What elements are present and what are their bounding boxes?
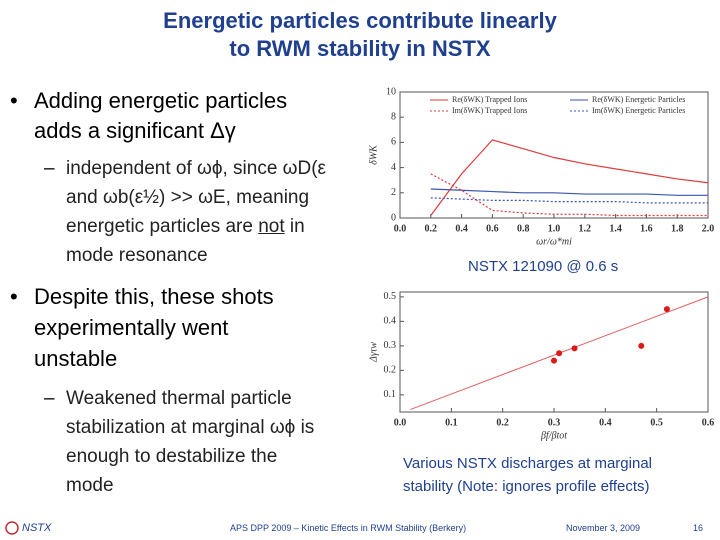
point [571, 345, 578, 352]
sub-bullet: independent of ωϕ, since ωD(ε [66, 158, 327, 179]
sub-dash: – [44, 388, 55, 409]
caption: NSTX 121090 @ 0.6 s [468, 258, 619, 275]
y-tick-label: 6 [391, 137, 396, 148]
y-tick-label: 0.5 [384, 291, 397, 302]
x-tick-label: 1.4 [609, 223, 622, 234]
logo-icon [5, 521, 19, 535]
bullet: unstable [34, 346, 118, 371]
line [430, 197, 708, 204]
bullet: Despite this, these shots [34, 284, 274, 309]
y-axis-label: Δγτw [368, 342, 379, 363]
legend-label: Re(δWK) Trapped Ions [452, 95, 527, 104]
x-tick-label: 0.0 [394, 223, 407, 234]
legend-label: Im(δWK) Energetic Particles [592, 106, 685, 115]
y-tick-label: 0 [391, 212, 396, 223]
x-tick-label: 0.2 [496, 417, 509, 428]
text: energetic particles are [66, 216, 259, 237]
line [430, 188, 708, 196]
x-tick-label: 0.5 [650, 417, 663, 428]
sub-bullet: energetic particles are not in [66, 216, 305, 238]
line [430, 139, 709, 216]
y-tick-label: 0.3 [384, 340, 397, 351]
footer-logo: NSTX [22, 522, 52, 534]
point [663, 306, 670, 313]
bullet-dot: • [10, 284, 18, 309]
x-tick-label: 0.8 [517, 223, 530, 234]
caption: Various NSTX discharges at marginal [403, 455, 652, 472]
bullet: Adding energetic particles [34, 88, 288, 113]
footer-text: APS DPP 2009 – Kinetic Effects in RWM St… [230, 523, 467, 533]
x-tick-label: 0.3 [548, 417, 561, 428]
x-tick-label: 1.8 [671, 223, 684, 234]
sub-bullet: stabilization at marginal ωϕ is [66, 417, 315, 438]
sub-bullet: mode [66, 475, 114, 496]
sub-bullet: Weakened thermal particle [66, 388, 292, 409]
x-tick-label: 0.1 [445, 417, 458, 428]
point [638, 342, 645, 349]
sub-bullet: mode resonance [66, 245, 208, 266]
legend-label: Re(δWK) Energetic Particles [592, 95, 685, 104]
legend-label: Im(δWK) Trapped Ions [452, 106, 527, 115]
text: not [258, 216, 285, 237]
y-tick-label: 8 [391, 111, 396, 122]
x-tick-label: 0.4 [455, 223, 468, 234]
x-tick-label: 1.0 [548, 223, 561, 234]
footer-date: November 3, 2009 [566, 523, 641, 533]
x-tick-label: 0.6 [702, 417, 715, 428]
x-axis-label: ωr/ω*mi [536, 236, 572, 247]
x-tick-label: 1.6 [640, 223, 653, 234]
sub-dash: – [44, 158, 55, 179]
y-tick-label: 0.2 [384, 365, 397, 376]
y-tick-label: 10 [386, 86, 396, 97]
y-tick-label: 0.4 [384, 316, 397, 327]
line [430, 173, 708, 217]
x-axis-label: βf/βtot [540, 430, 567, 441]
x-tick-label: 0.6 [486, 223, 499, 234]
bullet: adds a significant Δγ [34, 118, 236, 143]
sub-bullet: enough to destabilize the [66, 446, 278, 467]
x-tick-label: 0.4 [599, 417, 612, 428]
caption: stability (Note: ignores profile effects… [403, 478, 650, 495]
title: to RWM stability in NSTX [229, 36, 491, 61]
text: in [284, 216, 305, 237]
plot-frame [399, 291, 709, 413]
x-tick-label: 1.2 [579, 223, 592, 234]
point [551, 357, 557, 364]
x-tick-label: 0.2 [425, 223, 438, 234]
bullet-dot: • [10, 88, 18, 113]
title: Energetic particles contribute linearly [163, 8, 557, 33]
x-tick-label: 0.0 [394, 417, 407, 428]
footer-page: 16 [693, 523, 704, 533]
y-axis-label: δWK [368, 144, 379, 165]
x-tick-label: 2.0 [702, 223, 715, 234]
sub-bullet: and ωb(ε½) >> ωE, meaning [66, 187, 310, 208]
y-tick-label: 0.1 [384, 389, 397, 400]
bullet: experimentally went [34, 315, 229, 340]
y-tick-label: 4 [391, 162, 396, 173]
y-tick-label: 2 [391, 187, 396, 198]
point [556, 350, 563, 357]
